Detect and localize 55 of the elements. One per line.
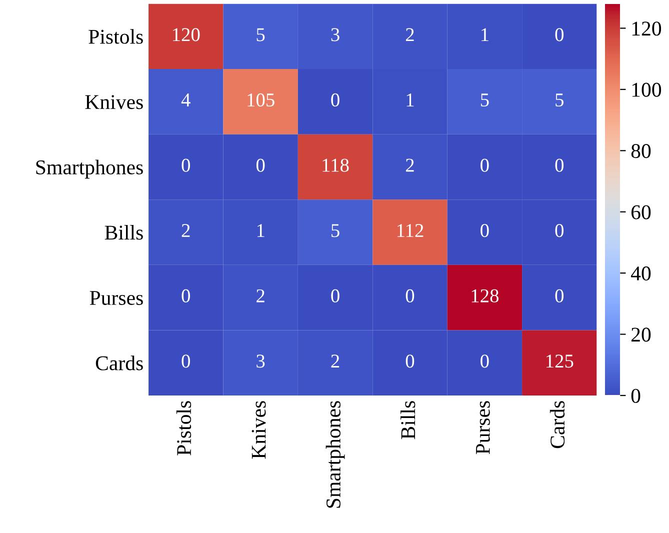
x-tick-label: Bills	[400, 401, 416, 440]
data-label: 0	[480, 354, 489, 368]
color-bar-label: 20	[631, 328, 651, 342]
data-label: 0	[555, 224, 564, 238]
data-label: 5	[332, 224, 340, 238]
data-label: 3	[331, 28, 340, 42]
data-label: 105	[248, 93, 274, 107]
data-label: 2	[182, 224, 190, 237]
data-label: 0	[256, 158, 265, 172]
y-tick-label: Smartphones	[36, 160, 143, 179]
x-tick-label: Purses	[476, 401, 490, 454]
data-label: 2	[256, 289, 264, 302]
color-bar-label: 100	[632, 82, 662, 97]
data-label: 112	[397, 224, 424, 237]
y-tick-label: Knives	[85, 95, 143, 110]
data-label: 0	[555, 28, 564, 42]
color-bar-label: 60	[631, 205, 651, 220]
data-label: 128	[472, 289, 499, 302]
data-label: 5	[480, 94, 489, 107]
data-label: 5	[256, 28, 265, 42]
data-label: 125	[546, 354, 574, 368]
y-tick-label: Cards	[96, 356, 143, 370]
data-label: 0	[555, 158, 564, 172]
data-label: 1	[257, 224, 264, 237]
data-label: 118	[322, 158, 349, 172]
data-label: 0	[480, 158, 489, 172]
data-label: 0	[182, 158, 190, 172]
data-label: 0	[480, 224, 489, 238]
data-label: 0	[406, 289, 414, 302]
data-label: 0	[331, 93, 340, 107]
x-tick-label: Cards	[550, 401, 565, 448]
data-label: 2	[406, 158, 414, 172]
data-label: 0	[555, 289, 564, 302]
y-tick-label: Purses	[90, 291, 143, 305]
data-label: 120	[173, 28, 200, 42]
data-label: 4	[181, 94, 190, 106]
data-label: 0	[331, 289, 340, 302]
x-tick-label: Knives	[252, 401, 266, 459]
color-bar-label: 40	[630, 266, 651, 280]
data-label: 5	[556, 94, 564, 107]
color-bar-label: 0	[631, 388, 640, 403]
data-label: 0	[182, 289, 190, 302]
data-label: 2	[331, 354, 340, 368]
data-label: 1	[482, 28, 488, 42]
data-label: 3	[256, 354, 265, 368]
data-label: 0	[182, 354, 190, 368]
data-label: 1	[406, 94, 414, 106]
y-tick-label: Pistols	[88, 29, 143, 44]
data-label: 0	[406, 354, 414, 368]
data-label: 2	[406, 28, 414, 42]
y-tick-label: Bills	[104, 225, 143, 240]
x-tick-label: Smartphones	[326, 401, 345, 508]
x-tick-label: Pistols	[176, 401, 192, 456]
color-bar-label: 120	[632, 22, 662, 36]
color-bar-label: 80	[631, 144, 651, 158]
